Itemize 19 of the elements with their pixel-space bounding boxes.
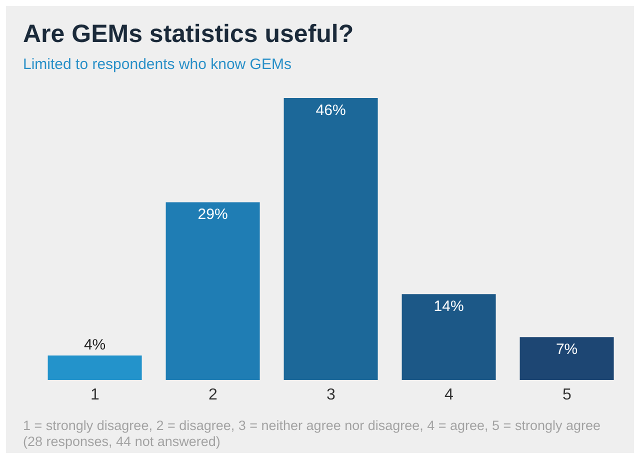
x-tick-label: 4 — [444, 386, 454, 404]
data-label: 29% — [198, 206, 228, 224]
bar — [402, 294, 496, 380]
chart-title: Are GEMs statistics useful? — [23, 20, 354, 49]
data-label: 46% — [316, 102, 346, 119]
x-tick-label: 2 — [208, 386, 218, 404]
x-tick-label: 3 — [326, 386, 336, 404]
bar — [48, 355, 142, 380]
data-label: 7% — [556, 341, 578, 358]
text: (28 responses, 44 not answered) — [23, 434, 222, 450]
text: 1 = strongly disagree, 2 = disagree, 3 = neither agree nor disagree, 4 = agree, 5 = strongly agree — [23, 418, 602, 434]
x-tick-label: 5 — [562, 386, 572, 404]
chart-subtitle: Limited to respondents who know GEMs — [23, 56, 292, 73]
bar — [284, 98, 378, 380]
x-tick-label: 1 — [90, 386, 100, 404]
bar — [166, 202, 260, 380]
data-label: 14% — [434, 298, 464, 316]
data-label: 4% — [84, 336, 106, 354]
bar — [520, 337, 614, 380]
